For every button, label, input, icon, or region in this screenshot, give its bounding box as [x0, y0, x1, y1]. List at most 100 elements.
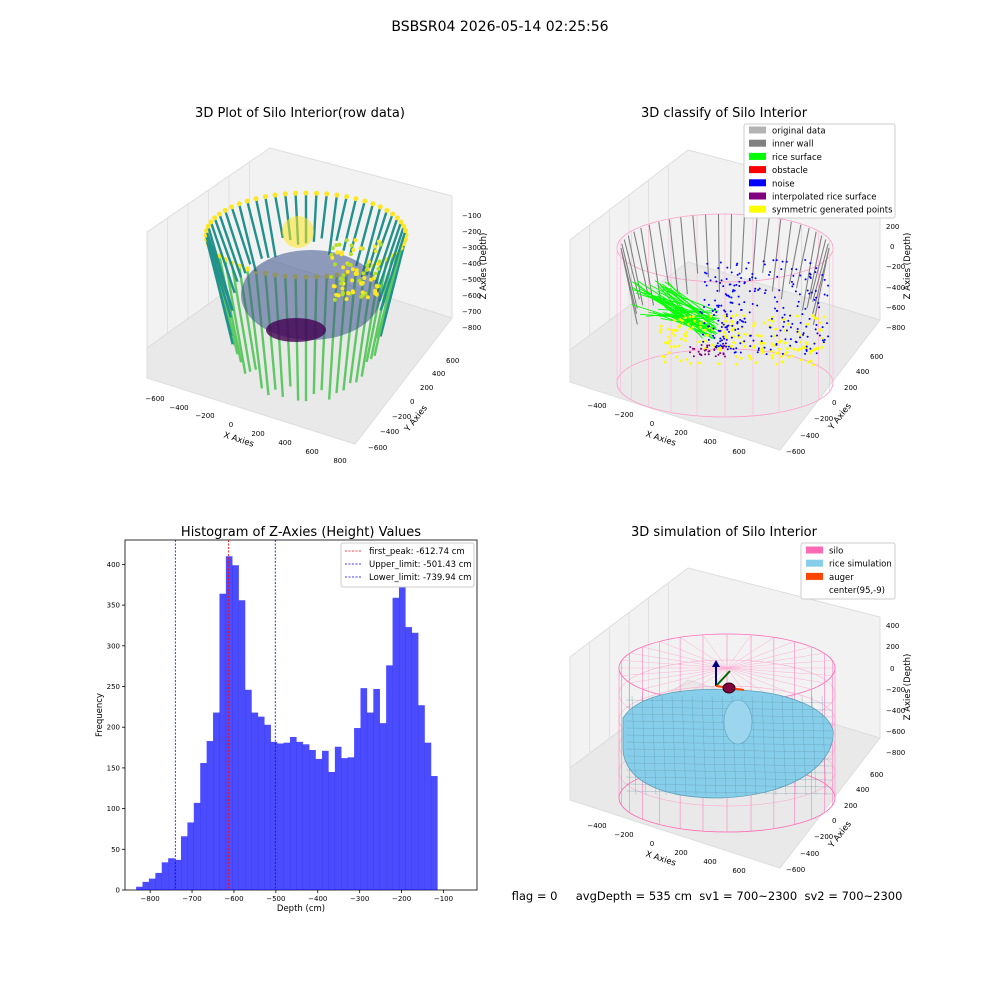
- classify-inner-wall: [730, 214, 733, 270]
- raw-mound-point: [361, 271, 366, 276]
- classify-symmetric-point: [730, 320, 734, 323]
- classify-symmetric-point: [732, 327, 736, 331]
- classify-noise-point: [806, 335, 809, 338]
- histogram-bar: [418, 705, 425, 890]
- classify-symmetric-point: [787, 355, 791, 359]
- simulation-legend-swatch: [806, 546, 823, 554]
- classify-symmetric-point: [722, 314, 726, 318]
- rice-mesh-line: [651, 695, 657, 796]
- raw-wall-strand: [355, 203, 375, 267]
- raw-wall-strand: [335, 196, 348, 242]
- raw-wall-strand: [223, 209, 247, 274]
- simulation-legend-label: auger: [829, 573, 854, 583]
- simulation-legend: silo rice simulation auger center(95,-9): [800, 542, 896, 600]
- classify-noise-point: [789, 338, 792, 341]
- classify-noise-point: [707, 338, 710, 341]
- classify-noise-point: [774, 307, 777, 310]
- histogram-legend: first_peak: -612.74 cm Upper_limit: -501.…: [340, 542, 475, 588]
- silo-lid-spoke: [726, 660, 833, 669]
- raw-mound-point: [372, 244, 377, 249]
- classify-interpolated-point: [700, 344, 703, 347]
- classify-noise-point: [719, 281, 722, 284]
- histogram-bar: [315, 758, 323, 890]
- classify-symmetric-point: [770, 342, 774, 346]
- classify-noise-point: [730, 296, 733, 299]
- raw-bottom-points: [266, 318, 326, 342]
- raw-mound-point: [365, 295, 370, 300]
- histogram-ytick-label: 50: [111, 846, 120, 854]
- classify-symmetric-point: [666, 341, 670, 345]
- raw-ztick: −700: [462, 308, 481, 316]
- histogram-xtick-label: −500: [266, 895, 285, 903]
- classify-noise-point: [720, 339, 723, 342]
- classify-noise-point: [741, 325, 744, 328]
- classify-noise-point: [744, 321, 747, 324]
- simulation-x-ticks: −400 −200 0 200 400 600: [587, 822, 745, 875]
- simulation-legend-label: silo: [829, 547, 843, 557]
- raw-mound-point: [339, 252, 344, 257]
- classify-noise-point: [717, 329, 720, 332]
- classify-interpolated-point: [704, 353, 707, 356]
- classify-noise-point: [805, 345, 808, 348]
- classify-symmetric-point: [735, 313, 739, 317]
- raw-rim-point: [282, 191, 288, 197]
- classify-inner-wall: [658, 221, 670, 286]
- histogram-bar: [155, 872, 162, 890]
- classify-noise-point: [775, 259, 778, 262]
- classify-noise-point: [789, 326, 792, 329]
- classify-symmetric-point: [717, 362, 721, 366]
- raw-wall-strand: [360, 206, 382, 278]
- classify-noise-point: [792, 283, 795, 286]
- classify-noise-point: [725, 315, 728, 318]
- classify-symmetric-point: [678, 318, 682, 321]
- simulation-ztick: −800: [886, 749, 905, 757]
- histogram-ytick-label: 150: [107, 764, 120, 772]
- classify-symmetric-point: [822, 315, 826, 319]
- classify-xlabel: X Axies: [644, 429, 677, 448]
- classify-symmetric-point: [760, 334, 763, 338]
- rice-mesh-line: [711, 695, 717, 796]
- raw-rim-point: [244, 266, 250, 272]
- classify-noise-point: [712, 334, 715, 337]
- classify-noise-point: [804, 352, 807, 355]
- classify-noise-point: [730, 271, 733, 274]
- classify-noise-point: [717, 319, 720, 322]
- classify-noise-point: [815, 296, 818, 299]
- raw-rim-point: [334, 192, 340, 198]
- classify-noise-point: [736, 273, 739, 276]
- histogram-bar: [360, 688, 368, 890]
- classify-interpolated-point: [700, 354, 703, 357]
- simulation-legend-swatch: [806, 572, 823, 580]
- raw-rim-point: [353, 196, 359, 202]
- histogram-bar: [257, 716, 265, 890]
- silo-lid-spoke: [621, 660, 728, 669]
- classify-noise-point: [756, 351, 759, 354]
- classify-legend-swatch: [749, 126, 766, 134]
- classify-symmetric-point: [770, 356, 774, 360]
- classify-symmetric-point: [804, 341, 808, 345]
- silo-lid-spoke: [680, 637, 728, 669]
- classify-noise-point: [775, 343, 778, 346]
- raw-mound-point: [374, 292, 379, 297]
- raw-mound-point: [334, 243, 339, 248]
- raw-wall-strand: [218, 213, 243, 278]
- silo-lid-spoke: [726, 667, 812, 690]
- classify-symmetric-point: [743, 345, 747, 348]
- raw-rim-point: [390, 211, 396, 217]
- histogram-bar: [431, 776, 438, 890]
- classify-symmetric-point: [729, 344, 733, 348]
- rice-mesh-line: [671, 695, 677, 796]
- classify-inner-wall: [801, 231, 817, 311]
- classify-symmetric-point: [752, 345, 756, 349]
- classify-interpolated-point: [689, 351, 692, 354]
- silo-lid-spoke: [642, 667, 728, 690]
- classify-symmetric-point: [688, 315, 692, 319]
- histogram-bar: [322, 750, 329, 890]
- classify-noise-point: [720, 345, 723, 348]
- classify-noise-point: [785, 260, 788, 263]
- rice-mesh-line: [625, 776, 833, 781]
- histogram-xtick-label: −200: [392, 895, 411, 903]
- classify-xtick: −400: [587, 402, 606, 410]
- classify-inner-wall: [780, 221, 792, 300]
- raw-mound-point: [353, 272, 358, 277]
